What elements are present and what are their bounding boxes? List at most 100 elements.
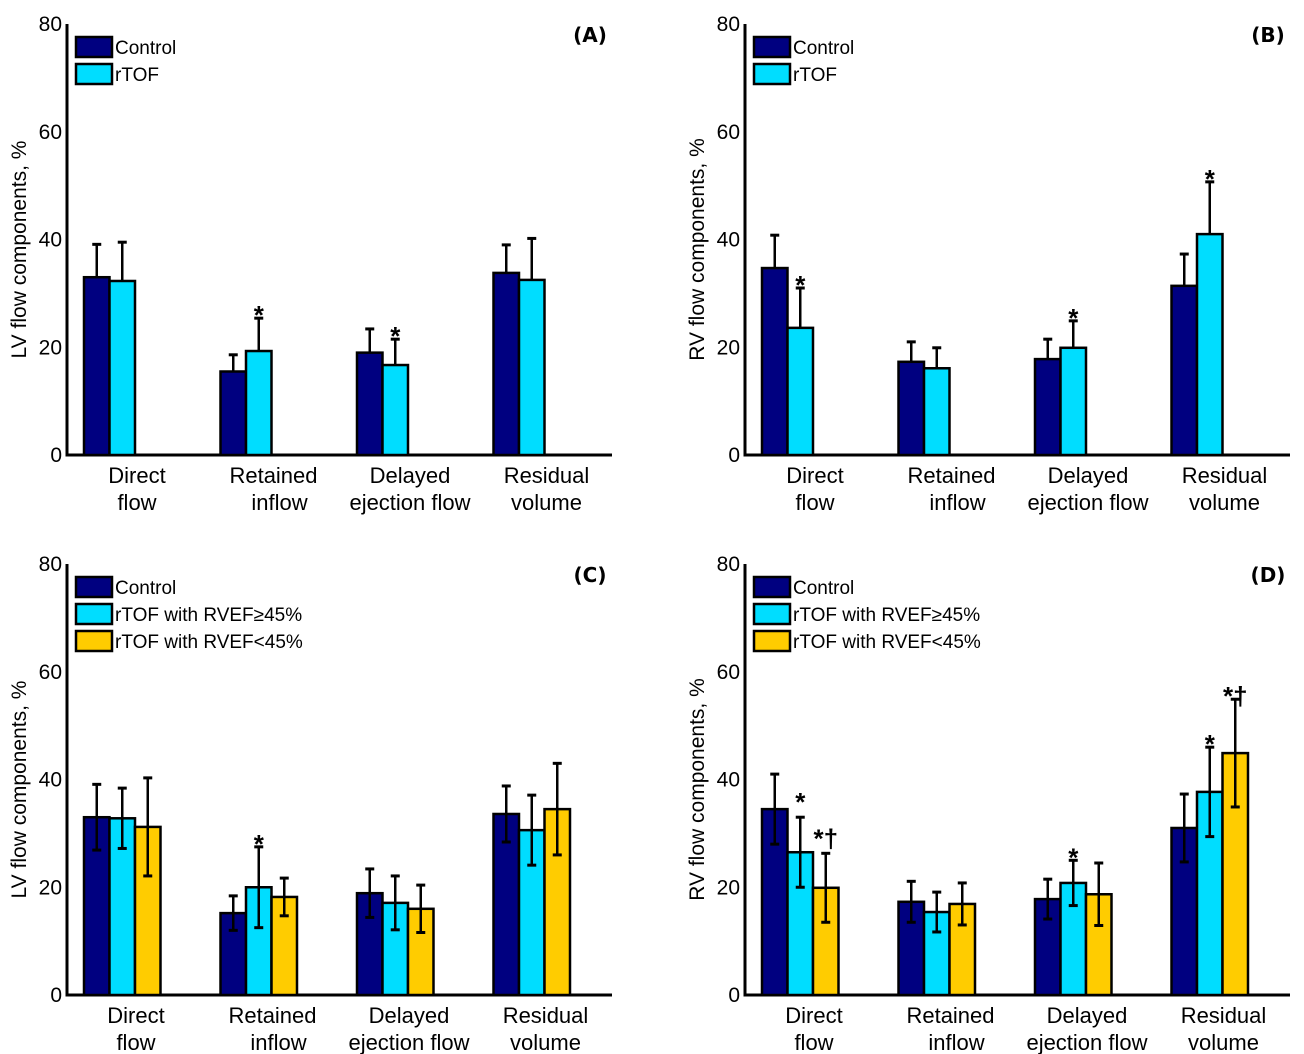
bar bbox=[244, 349, 273, 457]
legend-label: rTOF with RVEF≥45% bbox=[115, 605, 302, 626]
bar bbox=[1033, 357, 1062, 457]
y-tick-label: 80 bbox=[717, 13, 740, 36]
bar bbox=[1059, 346, 1088, 457]
legend-swatch bbox=[74, 62, 114, 86]
bar bbox=[219, 370, 248, 457]
x-tick-label: ejection flow bbox=[1026, 1030, 1147, 1054]
legend-swatch bbox=[74, 629, 114, 653]
bar bbox=[270, 895, 299, 997]
legend-swatch bbox=[752, 35, 792, 59]
x-tick-label: Delayed bbox=[1048, 463, 1129, 488]
y-tick-label: 20 bbox=[39, 336, 62, 359]
x-tick-label: volume bbox=[1189, 490, 1260, 515]
legend-swatch bbox=[74, 602, 114, 626]
significance-marker: * bbox=[390, 321, 401, 351]
y-tick-label: 80 bbox=[717, 553, 740, 576]
bar bbox=[492, 812, 521, 997]
y-tick-label: 40 bbox=[717, 229, 740, 252]
panel-label: (C) bbox=[574, 563, 607, 587]
x-tick-label: Retained bbox=[229, 463, 317, 488]
y-tick-label: 80 bbox=[39, 13, 62, 36]
legend-label: rTOF with RVEF≥45% bbox=[793, 605, 980, 626]
x-tick-label: Direct bbox=[785, 1003, 842, 1028]
x-tick-label: flow bbox=[795, 490, 834, 515]
significance-marker: * bbox=[1205, 729, 1216, 759]
legend-swatch bbox=[752, 62, 792, 86]
y-tick-label: 0 bbox=[50, 444, 62, 467]
x-tick-label: flow bbox=[794, 1030, 833, 1054]
y-tick-label: 20 bbox=[39, 876, 62, 899]
significance-marker: *† bbox=[1223, 681, 1248, 711]
x-tick-label: Residual bbox=[1181, 1003, 1267, 1028]
panel-b: 0 20 40 60 80 RV flow components, % (B) * Direct… bbox=[686, 13, 1290, 515]
legend: Control rTOF bbox=[752, 35, 854, 86]
legend: Control rTOF with RVEF≥45% rTOF with RVEF<… bbox=[752, 575, 981, 653]
panel-c: 0 20 40 60 80 LV flow components, % (C) Directf… bbox=[8, 553, 612, 1054]
y-axis-label: RV flow components, % bbox=[686, 678, 709, 901]
x-tick-label: inflow bbox=[251, 490, 307, 515]
x-tick-label: Delayed bbox=[369, 1003, 450, 1028]
legend-label: Control bbox=[793, 578, 854, 599]
x-tick-label: Residual bbox=[504, 463, 590, 488]
y-tick-label: 0 bbox=[50, 984, 62, 1007]
y-tick-label: 80 bbox=[39, 553, 62, 576]
bar bbox=[492, 271, 521, 457]
x-tick-label: Delayed bbox=[370, 463, 451, 488]
x-tick-label: inflow bbox=[929, 490, 985, 515]
x-tick-label: inflow bbox=[928, 1030, 984, 1054]
x-tick-label: volume bbox=[1188, 1030, 1259, 1054]
bar bbox=[355, 351, 384, 457]
x-tick-label: volume bbox=[511, 490, 582, 515]
bar bbox=[1170, 284, 1199, 457]
legend-swatch bbox=[74, 35, 114, 59]
significance-marker: * bbox=[254, 829, 265, 859]
y-tick-label: 60 bbox=[717, 661, 740, 684]
y-tick-label: 40 bbox=[39, 229, 62, 252]
panel-label: (D) bbox=[1251, 563, 1286, 587]
bar bbox=[786, 326, 815, 457]
x-tick-label: Direct bbox=[107, 1003, 164, 1028]
bar bbox=[760, 266, 789, 457]
significance-marker: * bbox=[795, 270, 806, 300]
panel-label: (B) bbox=[1251, 23, 1285, 47]
legend-label: rTOF bbox=[115, 65, 159, 86]
panel-a: 0 20 40 60 80 LV flow components, % (A) Directf… bbox=[8, 13, 612, 515]
significance-marker: * bbox=[1068, 842, 1079, 872]
legend-label: Control bbox=[115, 38, 176, 59]
legend-swatch bbox=[752, 575, 792, 599]
x-tick-label: flow bbox=[117, 490, 156, 515]
significance-marker: * bbox=[1068, 303, 1079, 333]
y-tick-label: 60 bbox=[39, 661, 62, 684]
legend-label: rTOF bbox=[793, 65, 837, 86]
legend-label: rTOF with RVEF<45% bbox=[793, 632, 981, 653]
y-tick-label: 40 bbox=[717, 769, 740, 792]
x-tick-label: volume bbox=[510, 1030, 581, 1054]
y-tick-label: 0 bbox=[728, 444, 740, 467]
significance-marker: * bbox=[1205, 164, 1216, 194]
bar bbox=[381, 363, 410, 457]
y-tick-label: 60 bbox=[39, 121, 62, 144]
x-tick-label: Retained bbox=[906, 1003, 994, 1028]
legend: Control rTOF with RVEF≥45% rTOF with RVEF<… bbox=[74, 575, 303, 653]
legend-swatch bbox=[74, 575, 114, 599]
x-tick-label: Residual bbox=[1182, 463, 1268, 488]
x-tick-label: Retained bbox=[907, 463, 995, 488]
bar bbox=[922, 367, 951, 457]
significance-marker: * bbox=[795, 787, 806, 817]
bar bbox=[1195, 232, 1224, 457]
x-tick-label: ejection flow bbox=[348, 1030, 469, 1054]
bar bbox=[517, 278, 546, 457]
y-axis-label: LV flow components, % bbox=[8, 681, 31, 899]
significance-marker: *† bbox=[813, 823, 838, 853]
legend-swatch bbox=[752, 602, 792, 626]
x-tick-label: Direct bbox=[108, 463, 165, 488]
legend-swatch bbox=[752, 629, 792, 653]
legend: Control rTOF bbox=[74, 35, 176, 86]
x-tick-label: inflow bbox=[250, 1030, 306, 1054]
x-tick-label: Delayed bbox=[1047, 1003, 1128, 1028]
y-tick-label: 40 bbox=[39, 769, 62, 792]
panel-label: (A) bbox=[573, 23, 607, 47]
y-tick-label: 60 bbox=[717, 121, 740, 144]
